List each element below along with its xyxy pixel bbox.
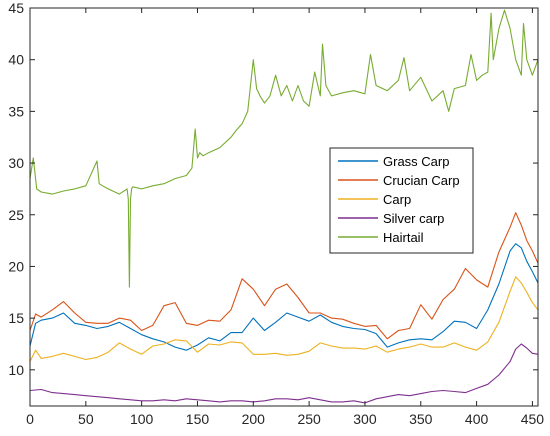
legend-label-grass-carp: Grass Carp <box>383 154 449 169</box>
legend-label-silver-carp: Silver carp <box>383 211 444 226</box>
x-tick-label: 250 <box>297 411 321 427</box>
y-tick-label: 10 <box>8 362 24 378</box>
y-tick-label: 35 <box>8 103 24 119</box>
legend-label-hairtail: Hairtail <box>383 230 424 245</box>
x-tick-label: 150 <box>186 411 210 427</box>
series-line-grass-carp <box>29 243 539 351</box>
x-tick-label: 50 <box>78 411 94 427</box>
x-tick-label: 350 <box>409 411 433 427</box>
series-line-silver-carp <box>29 343 539 404</box>
y-tick-label: 30 <box>8 155 24 171</box>
plot-frame <box>29 7 539 407</box>
series-layer <box>29 9 539 404</box>
series-line-crucian-carp <box>29 212 539 340</box>
series-line-hairtail <box>29 9 539 288</box>
x-tick-label: 450 <box>521 411 545 427</box>
x-tick-label: 200 <box>242 411 266 427</box>
y-tick-label: 15 <box>8 310 24 326</box>
y-tick-label: 40 <box>8 52 24 68</box>
legend: Grass Carp Crucian Carp Carp Silver carp Hai… <box>329 147 474 254</box>
y-tick-label: 20 <box>8 258 24 274</box>
series-line-carp <box>29 276 539 362</box>
x-tick-label: 0 <box>26 411 34 427</box>
x-tick-label: 400 <box>465 411 489 427</box>
y-tick-label: 25 <box>8 207 24 223</box>
y-tick-label: 45 <box>8 0 24 16</box>
legend-box <box>329 147 474 254</box>
ticks-layer: 0 50 100 150 200 250 300 350 400 450 10 15 20 25 30 35 4… <box>8 0 544 427</box>
legend-label-carp: Carp <box>383 192 411 207</box>
x-tick-label: 100 <box>130 411 154 427</box>
x-tick-label: 300 <box>353 411 377 427</box>
legend-label-crucian-carp: Crucian Carp <box>383 173 460 188</box>
